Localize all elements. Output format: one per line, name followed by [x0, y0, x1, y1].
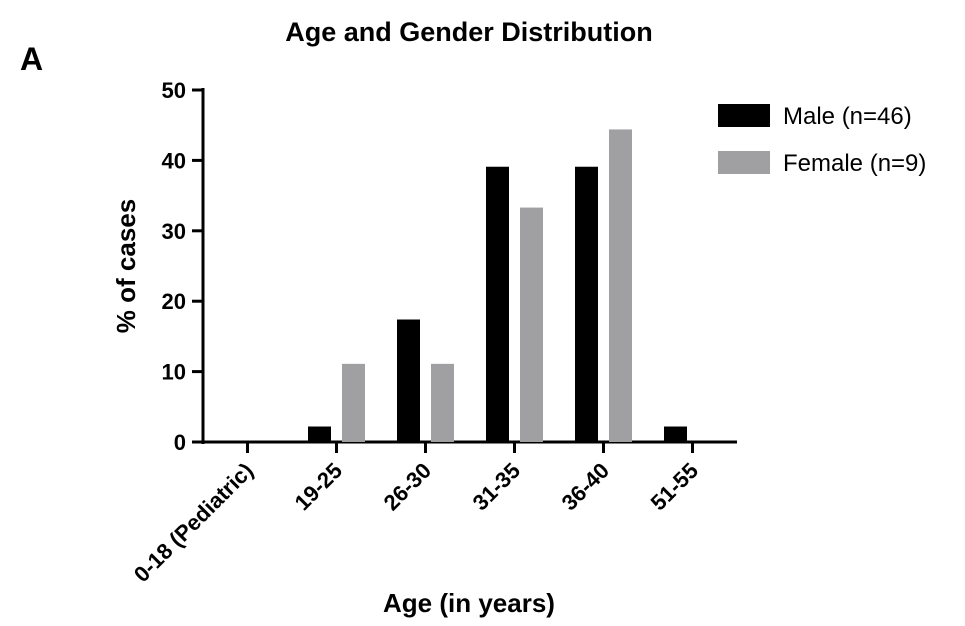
x-tick-label: 0-18 (Pediatric) [129, 458, 258, 587]
legend-swatch-female [718, 151, 770, 174]
bar-male-2 [397, 319, 420, 442]
y-axis: 0 10 20 30 40 50 [162, 78, 205, 455]
bar-male-3 [486, 166, 509, 442]
x-axis-title: Age (in years) [383, 588, 555, 618]
x-tick-label: 19-25 [290, 458, 347, 515]
x-tick-label: 31-35 [468, 458, 525, 515]
bar-male-4 [575, 166, 598, 442]
bar-female-4 [609, 129, 632, 442]
y-tick-label: 40 [162, 148, 186, 173]
chart-title: Age and Gender Distribution [285, 17, 653, 47]
bars [308, 129, 687, 442]
bar-female-3 [520, 207, 543, 442]
bar-female-2 [431, 363, 454, 442]
bar-male-1 [308, 426, 331, 442]
y-tick-label: 20 [162, 289, 186, 314]
y-tick-label: 30 [162, 219, 186, 244]
x-axis: 0-18 (Pediatric) 19-25 26-30 31-35 36-40 51-5… [129, 440, 737, 587]
y-axis-title: % of cases [111, 199, 141, 333]
y-tick-label: 0 [174, 430, 186, 455]
bar-male-5 [664, 426, 687, 442]
legend-swatch-male [718, 104, 770, 127]
y-tick-label: 10 [162, 360, 186, 385]
x-tick-label: 36-40 [557, 458, 614, 515]
legend-label-male: Male (n=46) [783, 103, 912, 130]
y-tick-label: 50 [162, 78, 186, 103]
x-tick-label: 51-55 [646, 458, 703, 515]
legend: Male (n=46) Female (n=9) [718, 103, 926, 177]
x-tick-label: 26-30 [379, 458, 436, 515]
bar-female-1 [342, 363, 365, 442]
panel-label: A [20, 41, 43, 77]
legend-label-female: Female (n=9) [783, 150, 926, 177]
